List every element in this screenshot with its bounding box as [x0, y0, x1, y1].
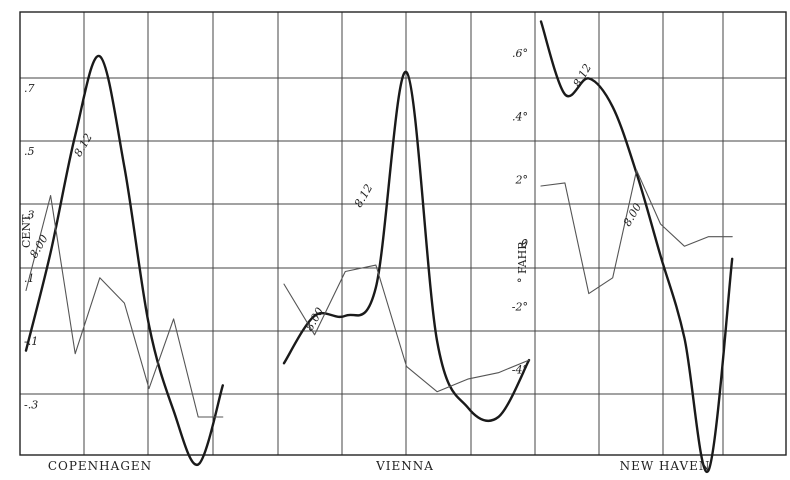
y-tick-label: -2°: [512, 300, 528, 313]
unit-label: ° FAHR.: [516, 238, 529, 283]
series-line-8-12: [541, 22, 732, 472]
unit-label: CENT.: [20, 213, 33, 248]
y-tick-label: 2°: [515, 174, 529, 187]
panel-label-new-haven: NEW HAVEN: [620, 459, 711, 473]
series-line-8-12: [26, 56, 223, 465]
y-tick-label: .4°: [512, 110, 528, 123]
series-line-8-00: [26, 196, 223, 418]
y-tick-label: .5: [24, 145, 35, 158]
y-tick-label: -.3: [24, 398, 38, 411]
y-tick-label: -4°: [512, 364, 528, 377]
series-label: 8.00: [303, 305, 327, 333]
series-label: 8.12: [352, 182, 376, 210]
series-line-8-00: [541, 170, 732, 293]
panel-label-copenhagen: COPENHAGEN: [48, 459, 152, 473]
panel-label-vienna: VIENNA: [375, 459, 434, 473]
y-tick-label: .7: [24, 82, 35, 95]
series-label: 8.00: [621, 201, 645, 229]
series-label: 8.12: [571, 62, 595, 90]
y-tick-label: .6°: [512, 47, 528, 60]
